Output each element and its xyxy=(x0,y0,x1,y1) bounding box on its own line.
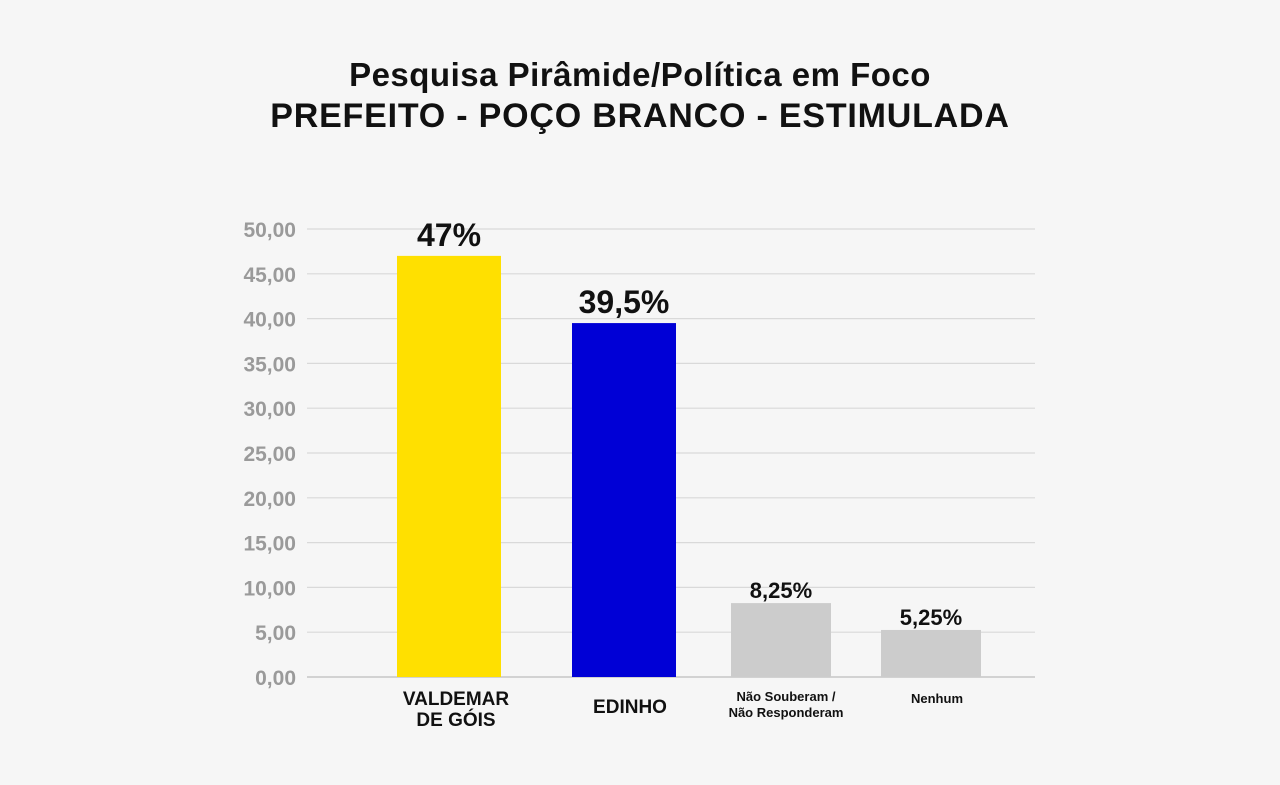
data-label: 5,25% xyxy=(900,605,962,630)
x-tick-label: Não Responderam xyxy=(729,705,844,720)
x-tick-label: Nenhum xyxy=(911,691,963,706)
chart-subtitle: PREFEITO - POÇO BRANCO - ESTIMULADA xyxy=(270,97,1010,135)
x-tick-label: DE GÓIS xyxy=(416,709,495,731)
y-tick-label: 20,00 xyxy=(243,488,296,511)
y-tick-label: 40,00 xyxy=(243,309,296,332)
y-tick-label: 45,00 xyxy=(243,264,296,287)
chart-title: Pesquisa Pirâmide/Política em Foco xyxy=(349,56,931,93)
y-tick-label: 25,00 xyxy=(243,443,296,466)
y-tick-label: 15,00 xyxy=(243,533,296,556)
bar xyxy=(572,323,676,677)
x-tick-label: EDINHO xyxy=(593,697,667,718)
bar xyxy=(881,629,981,677)
data-label: 47% xyxy=(417,217,481,253)
bar xyxy=(397,255,501,677)
y-tick-label: 50,00 xyxy=(243,219,296,242)
y-tick-label: 10,00 xyxy=(243,577,296,600)
x-tick-label: Não Souberam / xyxy=(737,689,836,704)
y-tick-label: 30,00 xyxy=(243,398,296,421)
y-tick-label: 35,00 xyxy=(243,353,296,376)
data-label: 39,5% xyxy=(579,284,670,320)
y-tick-label: 0,00 xyxy=(255,667,296,690)
y-tick-label: 5,00 xyxy=(255,622,296,645)
x-tick-label: VALDEMAR xyxy=(403,689,510,710)
bar xyxy=(731,603,831,677)
data-label: 8,25% xyxy=(750,578,812,603)
